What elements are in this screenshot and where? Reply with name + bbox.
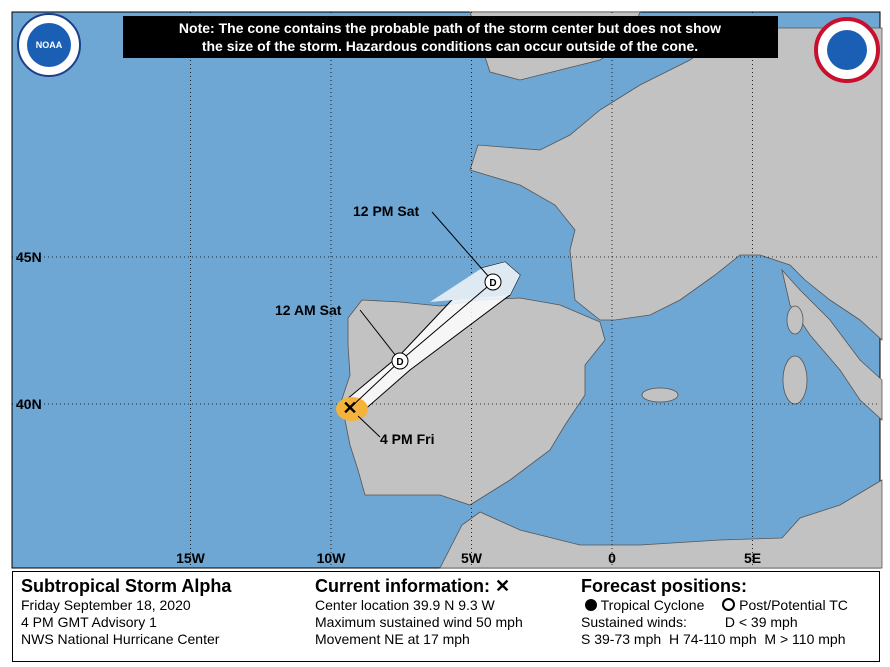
wind-category: D < 39 mph [724,614,798,630]
note-box [123,16,778,58]
storm-info: Subtropical Storm Alpha Friday September… [21,576,231,648]
time-label: 12 PM Sat [353,203,419,219]
lon-label: 5E [744,550,761,566]
legend-label: Post/Potential TC [739,597,848,613]
forecast-point [391,352,409,370]
lat-label: 45N [16,249,42,265]
info-line: Friday September 18, 2020 [21,597,191,613]
winds-label: Sustained winds: [581,614,687,630]
legend-label: Tropical Cyclone [600,597,705,613]
time-label: 4 PM Fri [380,431,434,447]
noaa-logo-inner [27,23,71,67]
corsica [786,305,804,335]
cone-outer-day [430,262,520,302]
wind-area [336,397,368,421]
wind-category: S 39-73 mph [581,631,662,647]
wind-category: M > 110 mph [764,631,846,647]
mallorca [641,387,679,403]
wind-category: H 74-110 mph [668,631,757,647]
lat-label: 40N [16,396,42,412]
info-line: NWS National Hurricane Center [21,631,220,647]
info-line: Center location 39.9 N 9.3 W [315,597,495,613]
current-symbol: ✕ [495,576,511,596]
lon-label: 10W [317,550,347,566]
leader-line [431,211,490,278]
legend-dot-open [722,598,736,611]
info-panel: Subtropical Storm Alpha Friday September… [12,571,880,662]
leader-line [359,309,397,357]
leader-line [357,415,381,438]
lon-label: 15W [176,550,206,566]
winds-row: Sustained winds: D < 39 mph [581,614,877,631]
map: 45N 40N 15W 10W 5W 0 5E D D ✕ 12 PM Sat 12 AM … [11,11,883,569]
current-title: Current information: [315,576,490,596]
track [349,360,401,409]
current-marker: ✕ [342,398,357,418]
forecast-info: Forecast positions: Tropical Cyclone Pos… [581,576,877,648]
graticule: 45N 40N 15W 10W 5W 0 5E [12,12,880,568]
info-line: 4 PM GMT Advisory 1 [21,614,157,630]
france-europe [469,27,883,341]
info-line: Movement NE at 17 mph [315,631,470,647]
storm-title: Subtropical Storm Alpha [21,576,232,596]
legend-dot-filled [585,599,597,611]
point-letter: D [396,357,403,368]
lon-label: 5W [461,550,483,566]
noaa-text: NOAA [36,40,63,50]
forecast-point [484,273,502,291]
note-line: Note: The cone contains the probable pat… [179,20,721,36]
legend-row: Tropical Cyclone Post/Potential TC [581,597,877,614]
point-letter: D [489,278,496,289]
current-heading: Current information: ✕ [315,576,523,597]
info-line: Maximum sustained wind 50 mph [315,614,523,630]
sardinia [782,355,808,405]
time-label: 12 AM Sat [275,302,342,318]
winds-row: S 39-73 mph H 74-110 mph M > 110 mph [581,631,877,648]
lon-label: 0 [608,550,616,566]
italy [781,268,883,421]
current-info: Current information: ✕ Center location 3… [315,576,523,648]
forecast-title: Forecast positions: [581,576,748,596]
africa [439,479,883,569]
track [399,281,494,362]
nws-logo-inner [827,30,867,70]
note-line: the size of the storm. Hazardous conditi… [202,38,698,54]
